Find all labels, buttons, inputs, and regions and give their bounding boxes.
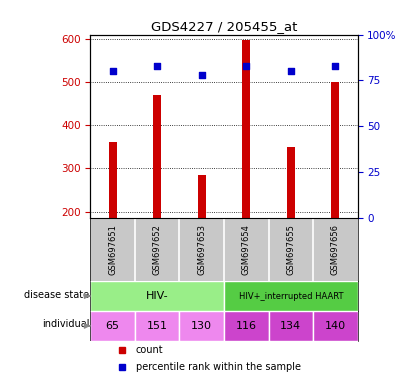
Text: 140: 140 — [325, 321, 346, 331]
Title: GDS4227 / 205455_at: GDS4227 / 205455_at — [151, 20, 297, 33]
Text: GSM697654: GSM697654 — [242, 224, 251, 275]
Bar — [180, 311, 224, 341]
Text: 116: 116 — [236, 321, 257, 331]
Text: count: count — [136, 345, 164, 355]
Point — [199, 72, 205, 78]
Bar — [109, 142, 117, 218]
Bar — [153, 95, 161, 218]
Bar — [313, 311, 358, 341]
Point — [154, 63, 161, 69]
Bar — [268, 311, 313, 341]
Bar — [224, 311, 268, 341]
Bar — [287, 147, 295, 218]
Bar — [242, 40, 250, 218]
Text: percentile rank within the sample: percentile rank within the sample — [136, 362, 301, 372]
Text: GSM697655: GSM697655 — [286, 224, 295, 275]
Text: disease state: disease state — [24, 290, 90, 300]
Bar — [135, 311, 180, 341]
Point — [243, 63, 249, 69]
Point — [332, 63, 339, 69]
Point — [287, 68, 294, 74]
Point — [109, 68, 116, 74]
Text: HIV-: HIV- — [146, 291, 169, 301]
Bar — [224, 281, 358, 311]
Bar — [90, 311, 135, 341]
Text: GSM697656: GSM697656 — [331, 224, 340, 275]
Text: 134: 134 — [280, 321, 301, 331]
Bar — [90, 281, 224, 311]
Bar — [331, 82, 339, 218]
Bar — [198, 175, 206, 218]
Text: individual: individual — [42, 319, 90, 329]
Text: HIV+_interrupted HAART: HIV+_interrupted HAART — [238, 291, 343, 301]
Text: 65: 65 — [106, 321, 120, 331]
Text: GSM697652: GSM697652 — [153, 224, 162, 275]
Text: GSM697651: GSM697651 — [108, 224, 117, 275]
Text: GSM697653: GSM697653 — [197, 224, 206, 275]
Text: 151: 151 — [147, 321, 168, 331]
Text: 130: 130 — [191, 321, 212, 331]
